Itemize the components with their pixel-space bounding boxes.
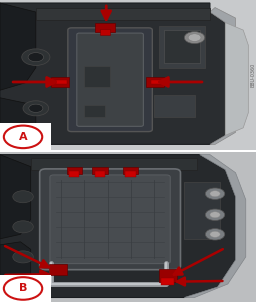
Bar <box>0 123 51 150</box>
Text: B8U-0360: B8U-0360 <box>251 63 256 87</box>
Bar <box>146 77 164 87</box>
Circle shape <box>23 101 49 116</box>
Circle shape <box>188 34 201 41</box>
Bar <box>154 95 195 117</box>
Polygon shape <box>0 3 36 90</box>
Polygon shape <box>0 98 36 144</box>
Bar <box>36 8 210 20</box>
Text: A: A <box>19 132 27 142</box>
Polygon shape <box>0 155 31 239</box>
Circle shape <box>13 191 33 203</box>
Bar <box>69 171 79 177</box>
Bar <box>56 80 67 84</box>
Polygon shape <box>0 242 31 297</box>
Polygon shape <box>0 155 236 297</box>
FancyBboxPatch shape <box>68 28 152 132</box>
Bar <box>84 66 110 87</box>
Bar <box>151 80 161 84</box>
Bar <box>184 182 220 239</box>
Circle shape <box>205 229 225 240</box>
Circle shape <box>22 49 50 66</box>
Bar <box>95 171 105 177</box>
Polygon shape <box>0 3 225 144</box>
Bar <box>0 275 51 302</box>
Bar <box>161 278 174 285</box>
Circle shape <box>28 53 44 62</box>
Bar <box>92 167 108 174</box>
Bar <box>164 30 200 63</box>
Bar <box>51 77 69 87</box>
Circle shape <box>29 104 43 112</box>
FancyBboxPatch shape <box>40 169 180 270</box>
Polygon shape <box>210 8 236 144</box>
Bar <box>84 105 105 117</box>
Bar <box>95 23 115 32</box>
Circle shape <box>4 277 42 300</box>
FancyBboxPatch shape <box>50 175 170 264</box>
Polygon shape <box>225 23 248 135</box>
Bar <box>125 171 136 177</box>
Bar <box>159 269 177 282</box>
Bar <box>49 264 67 275</box>
Circle shape <box>184 32 205 43</box>
Text: B: B <box>19 284 27 294</box>
Bar <box>31 158 197 170</box>
Circle shape <box>13 221 33 233</box>
Bar <box>100 29 110 35</box>
Circle shape <box>205 209 225 220</box>
Circle shape <box>4 126 42 148</box>
Bar <box>123 167 138 174</box>
Circle shape <box>210 231 220 237</box>
Bar <box>67 167 82 174</box>
Circle shape <box>205 188 225 199</box>
FancyBboxPatch shape <box>77 33 143 126</box>
Circle shape <box>210 191 220 197</box>
Bar <box>159 26 205 68</box>
Polygon shape <box>184 155 246 297</box>
Circle shape <box>210 212 220 218</box>
Circle shape <box>13 251 33 263</box>
